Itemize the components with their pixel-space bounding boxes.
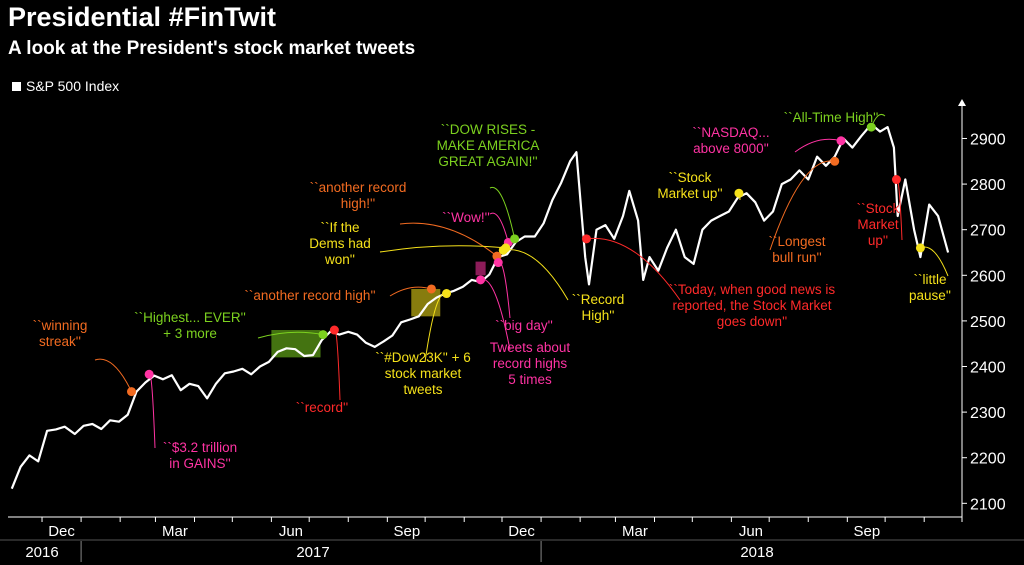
annotation-leader [257,331,324,339]
tweet-marker [329,325,339,335]
annotation-label: ``Longest bull run'' [768,234,825,265]
annotation-leader [333,329,341,401]
x-year-label: 2018 [740,544,773,561]
tweet-marker [498,245,508,255]
x-month-label: Sep [394,523,421,540]
tweet-marker [426,284,436,294]
y-tick-label: 2500 [970,314,1006,331]
annotation-leader [148,373,156,449]
annotation-label: ``NASDAQ... above 8000'' [692,125,769,156]
x-month-label: Jun [739,523,763,540]
annotation-label: ``winning streak'' [33,318,88,349]
annotation-label: ``Today, when good news is reported, the … [669,282,836,329]
sp500-line [10,123,950,490]
x-year-label: 2016 [25,544,58,561]
legend: S&P 500 Index [12,78,119,94]
annotation-label: ``another record high'' [244,288,375,303]
tweet-marker [830,156,840,166]
annotation-leader [769,160,835,251]
highlight-box-green [271,330,321,358]
annotation-label: ``#Dow23K'' + 6 stock market tweets [375,350,471,397]
annotation-leader [399,222,498,257]
y-axis-arrow [958,99,966,106]
annotation-leader [489,212,509,243]
annotation-label: ``If the Dems had won'' [309,220,371,267]
tweet-marker [144,369,154,379]
annotation-label: ``All-Time High'' [784,110,879,125]
tweet-marker [581,234,591,244]
x-month-label: Dec [48,523,75,540]
y-tick-label: 2800 [970,177,1006,194]
tweet-marker [510,234,520,244]
x-year-label: 2017 [296,544,329,561]
x-month-label: Mar [162,523,188,540]
legend-swatch [12,81,21,91]
tweet-marker [836,136,846,146]
annotation-leader [489,186,516,239]
x-month-label: Dec [508,523,535,540]
annotation-leader [794,138,842,153]
tweet-marker [734,188,744,198]
annotation-label: ``$3.2 trillion in GAINS'' [163,440,237,471]
annotation-label: ``Wow!'' [442,210,490,225]
annotation-label: ``DOW RISES -MAKE AMERICA GREAT AGAIN!'' [437,122,540,169]
tweet-marker [476,275,486,285]
chart-title: Presidential #FinTwit [8,2,277,32]
annotation-leader [503,249,569,301]
annotation-label: ``another record high!'' [310,180,407,211]
tweet-marker [318,330,328,340]
tweet-marker [915,243,925,253]
x-month-label: Sep [854,523,881,540]
tweet-marker [493,258,503,268]
annotation-label: ``big day'' [495,318,553,333]
annotation-label: Tweets about record highs 5 times [490,340,571,387]
y-tick-label: 2300 [970,405,1006,422]
tweet-marker [127,387,137,397]
highlight-box-yellow [411,288,441,317]
annotation-label: ``record'' [296,400,348,415]
y-tick-label: 2600 [970,268,1006,285]
tweet-marker [866,122,876,132]
annotation-leader [94,358,132,392]
annotation-label: ``Stock Market up'' [857,201,900,248]
y-tick-label: 2900 [970,131,1006,148]
legend-label: S&P 500 Index [26,78,120,94]
annotation-label: ``Stock Market up'' [657,170,722,201]
x-month-label: Jun [279,523,303,540]
annotation-leader [497,261,511,319]
y-tick-label: 2700 [970,223,1006,240]
annotation-label: ``little pause'' [909,272,951,303]
annotation-leader [586,237,681,301]
annotation-leader [379,245,506,253]
tweet-marker [442,289,452,299]
x-month-label: Mar [622,523,648,540]
highlight-box-magenta [475,261,486,276]
chart-subtitle: A look at the President's stock market t… [8,38,416,59]
tweet-marker [891,175,901,185]
y-tick-label: 2200 [970,451,1006,468]
y-tick-label: 2400 [970,360,1006,377]
annotation-label: ``Highest... EVER'' + 3 more [134,310,246,341]
y-tick-label: 2100 [970,496,1006,513]
annotation-label: ``Record High'' [572,292,625,323]
